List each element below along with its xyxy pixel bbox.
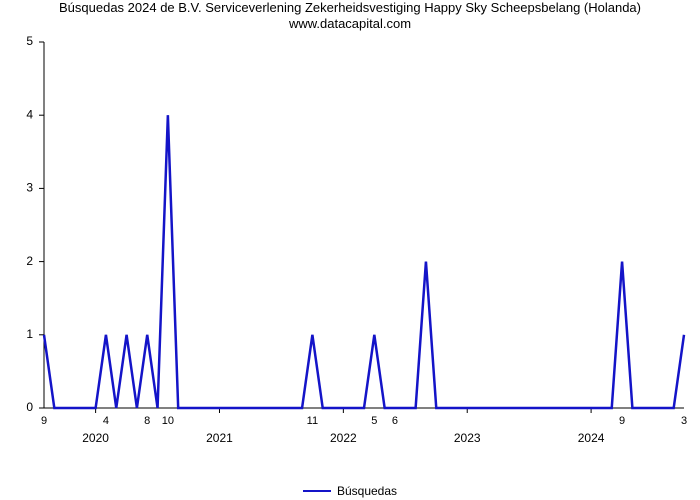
y-tick-label: 4 <box>26 107 33 121</box>
x-year-label: 2021 <box>206 431 233 445</box>
x-point-label: 4 <box>103 415 109 427</box>
series-line <box>44 115 684 408</box>
y-tick-label: 5 <box>26 34 33 48</box>
x-point-label: 11 <box>307 415 318 427</box>
x-point-label: 10 <box>162 415 174 427</box>
x-point-label: 3 <box>681 415 687 427</box>
y-tick-label: 2 <box>26 254 33 268</box>
y-tick-label: 3 <box>26 181 33 195</box>
plot-area: 0123452020202120222023202494810115693 <box>44 40 692 450</box>
legend-label: Búsquedas <box>337 484 397 498</box>
y-tick-label: 0 <box>26 400 33 414</box>
chart-title: Búsquedas 2024 de B.V. Serviceverlening … <box>0 0 700 31</box>
x-year-label: 2022 <box>330 431 357 445</box>
x-point-label: 6 <box>392 415 398 427</box>
x-year-label: 2024 <box>578 431 605 445</box>
legend-swatch <box>303 490 331 492</box>
legend: Búsquedas <box>0 484 700 498</box>
chart-svg: 0123452020202120222023202494810115693 <box>44 40 692 450</box>
x-point-label: 5 <box>371 415 377 427</box>
x-point-label: 8 <box>144 415 150 427</box>
y-tick-label: 1 <box>26 327 33 341</box>
chart-root: Búsquedas 2024 de B.V. Serviceverlening … <box>0 0 700 500</box>
x-point-label: 9 <box>41 415 47 427</box>
x-point-label: 9 <box>619 415 625 427</box>
x-year-label: 2023 <box>454 431 481 445</box>
x-year-label: 2020 <box>82 431 109 445</box>
title-line-2: www.datacapital.com <box>0 16 700 32</box>
title-line-1: Búsquedas 2024 de B.V. Serviceverlening … <box>0 0 700 16</box>
